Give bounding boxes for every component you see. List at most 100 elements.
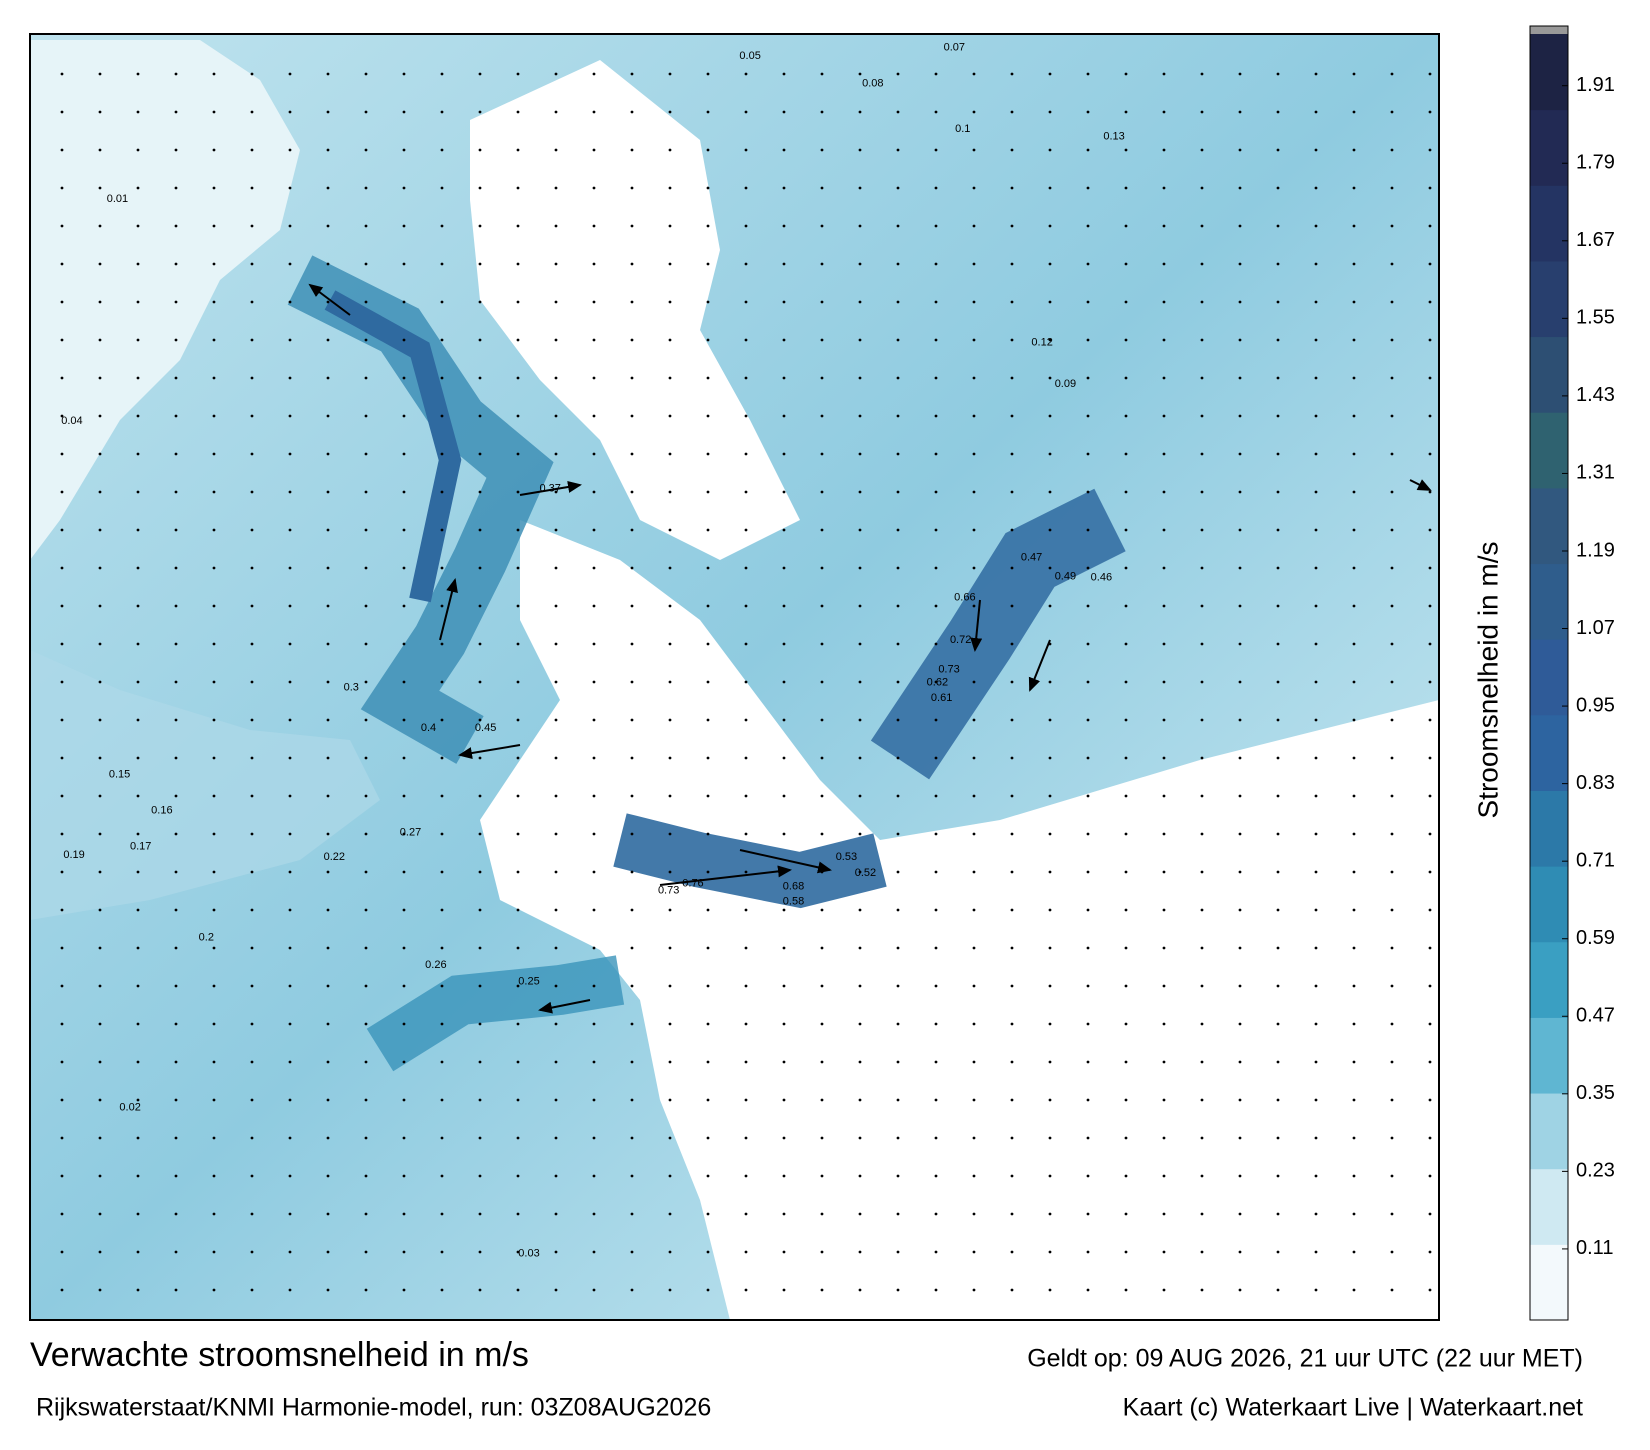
grid-dot [668, 718, 672, 722]
grid-dot [554, 984, 558, 988]
grid-dot [630, 718, 634, 722]
grid-dot [1048, 756, 1052, 760]
grid-dot [1086, 1174, 1090, 1178]
grid-dot [1428, 1288, 1432, 1292]
grid-dot [706, 566, 710, 570]
grid-dot [1314, 72, 1318, 76]
grid-dot [782, 1098, 786, 1102]
grid-dot [592, 1288, 596, 1292]
grid-dot [1086, 110, 1090, 114]
grid-dot [326, 490, 330, 494]
grid-dot [782, 490, 786, 494]
grid-dot [516, 1250, 520, 1254]
grid-dot [1314, 528, 1318, 532]
grid-dot [744, 1136, 748, 1140]
colorbar-tick-label: 0.83 [1576, 772, 1615, 794]
grid-dot [1162, 338, 1166, 342]
grid-dot [1124, 1174, 1128, 1178]
grid-dot [364, 414, 368, 418]
grid-dot [478, 1174, 482, 1178]
grid-dot [1238, 642, 1242, 646]
grid-dot [1352, 1288, 1356, 1292]
subtitle: Rijkswaterstaat/KNMI Harmonie-model, run… [36, 1394, 711, 1422]
grid-dot [934, 1098, 938, 1102]
grid-dot [1428, 1136, 1432, 1140]
grid-dot [1428, 414, 1432, 418]
grid-dot [402, 528, 406, 532]
grid-dot [744, 1288, 748, 1292]
grid-dot [1428, 870, 1432, 874]
grid-dot [1314, 1060, 1318, 1064]
grid-dot [972, 414, 976, 418]
grid-dot [1390, 262, 1394, 266]
grid-dot [1314, 338, 1318, 342]
grid-dot [972, 148, 976, 152]
grid-dot [858, 300, 862, 304]
grid-dot [592, 262, 596, 266]
grid-dot [782, 756, 786, 760]
grid-dot [174, 794, 178, 798]
grid-dot [250, 1022, 254, 1026]
grid-dot [250, 110, 254, 114]
grid-dot [364, 338, 368, 342]
grid-dot [60, 794, 64, 798]
grid-dot [1086, 718, 1090, 722]
grid-dot [516, 490, 520, 494]
grid-dot [592, 642, 596, 646]
grid-dot [364, 1288, 368, 1292]
grid-dot [1048, 984, 1052, 988]
grid-dot [98, 1288, 102, 1292]
grid-dot [364, 148, 368, 152]
grid-dot [1124, 376, 1128, 380]
grid-dot [934, 300, 938, 304]
grid-dot [1124, 680, 1128, 684]
grid-dot [934, 604, 938, 608]
grid-dot [1048, 338, 1052, 342]
grid-dot [1352, 908, 1356, 912]
grid-dot [250, 338, 254, 342]
grid-dot [1390, 148, 1394, 152]
grid-dot [706, 1250, 710, 1254]
grid-dot [554, 490, 558, 494]
grid-dot [706, 1022, 710, 1026]
grid-dot [440, 148, 444, 152]
grid-dot [478, 224, 482, 228]
grid-dot [250, 718, 254, 722]
grid-dot [288, 452, 292, 456]
grid-dot [1010, 946, 1014, 950]
grid-dot [782, 680, 786, 684]
grid-dot [934, 1212, 938, 1216]
grid-dot [326, 186, 330, 190]
grid-dot [1048, 1288, 1052, 1292]
grid-dot [592, 604, 596, 608]
grid-dot [1352, 604, 1356, 608]
grid-dot [1352, 414, 1356, 418]
grid-dot [1276, 148, 1280, 152]
grid-dot [212, 604, 216, 608]
grid-dot [364, 262, 368, 266]
grid-dot [668, 1212, 672, 1216]
grid-dot [136, 490, 140, 494]
grid-dot [1086, 1288, 1090, 1292]
grid-dot [1124, 300, 1128, 304]
grid-dot [1124, 870, 1128, 874]
grid-dot [212, 1288, 216, 1292]
grid-dot [972, 1288, 976, 1292]
grid-dot [896, 186, 900, 190]
grid-dot [212, 1250, 216, 1254]
colorbar-tick-label: 1.55 [1576, 307, 1615, 329]
grid-dot [174, 1022, 178, 1026]
grid-dot [858, 1174, 862, 1178]
grid-dot [592, 794, 596, 798]
grid-dot [820, 984, 824, 988]
grid-dot [250, 566, 254, 570]
grid-dot [592, 148, 596, 152]
grid-dot [364, 1060, 368, 1064]
grid-dot [98, 224, 102, 228]
grid-dot [516, 186, 520, 190]
grid-dot [744, 718, 748, 722]
colorbar-band [1530, 412, 1568, 489]
grid-dot [1048, 110, 1052, 114]
grid-dot [516, 566, 520, 570]
grid-dot [212, 338, 216, 342]
